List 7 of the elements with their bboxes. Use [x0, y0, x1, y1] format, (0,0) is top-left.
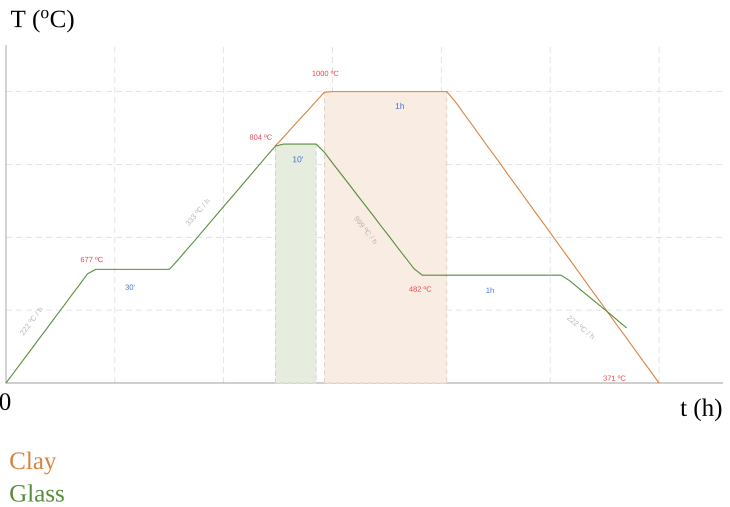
annotation: 1h	[396, 102, 404, 109]
x-axis-title: t (h)	[680, 398, 722, 422]
y-axis-title: T ($^{o}$C)	[10, 10, 74, 32]
text: Glass	[10, 484, 64, 502]
text: Clay	[10, 452, 56, 474]
text: 0	[0, 393, 10, 410]
annotation: 10'	[292, 156, 303, 162]
